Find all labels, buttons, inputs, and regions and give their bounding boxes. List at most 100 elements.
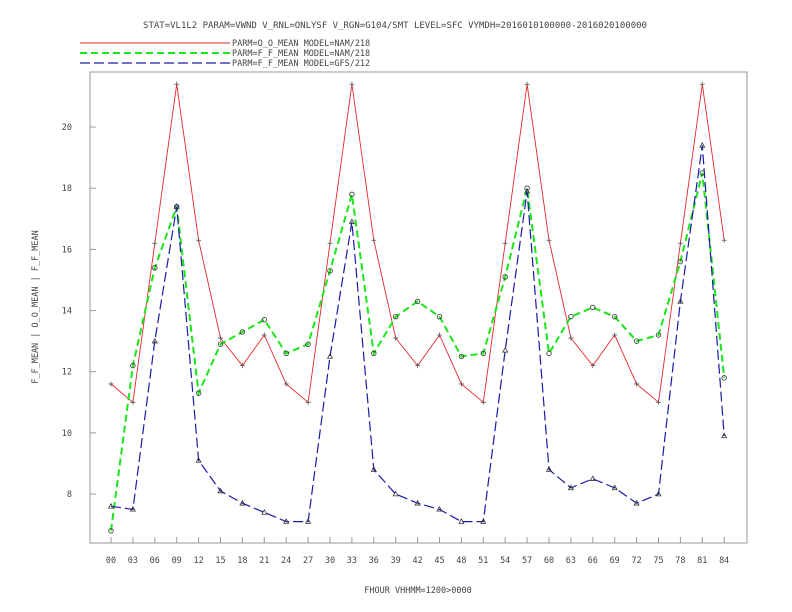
y-tick-label: 8 (67, 490, 72, 500)
series-line-fcst-nam (110, 172, 726, 531)
x-tick-label: 21 (259, 556, 269, 566)
chart-title: STAT=VL1L2 PARAM=VWND V_RNL=ONLYSF V_RGN… (143, 21, 647, 31)
data-point-obs-nam (458, 381, 464, 387)
x-tick-label: 39 (391, 556, 401, 566)
y-tick-label: 12 (62, 368, 72, 378)
data-point-fcst-nam (502, 274, 508, 280)
data-point-fcst-nam (677, 258, 684, 265)
data-point-obs-nam (218, 335, 223, 341)
x-tick-label: 75 (653, 556, 663, 566)
x-tick-label: 45 (434, 556, 444, 566)
x-tick-label: 15 (215, 556, 225, 566)
series-obs-nam (108, 81, 727, 405)
data-point-fcst-nam (524, 185, 530, 191)
x-tick-label: 24 (281, 556, 291, 566)
data-point-obs-nam (152, 240, 158, 246)
data-point-fcst-nam (371, 350, 377, 357)
series-line-fcst-gfs (110, 145, 725, 523)
data-point-fcst-nam (217, 341, 224, 347)
legend-label-fcst-gfs: PARM=F_F_MEAN MODEL=GFS/212 (232, 59, 370, 69)
data-point-obs-nam (371, 237, 377, 243)
x-tick-label: 36 (369, 556, 379, 566)
data-point-obs-nam (612, 332, 618, 338)
data-point-obs-nam (327, 240, 333, 246)
data-point-obs-nam (239, 363, 245, 369)
data-point-obs-nam (261, 332, 267, 338)
data-point-obs-nam (677, 240, 683, 246)
data-point-fcst-gfs (370, 466, 377, 472)
x-tick-label: 66 (588, 556, 598, 566)
data-point-obs-nam (546, 237, 552, 243)
y-axis-label: F_F_MEAN | O_O_MEAN | F_F_MEAN (31, 230, 41, 384)
x-tick-label: 33 (347, 556, 357, 566)
x-tick-label: 51 (478, 556, 488, 566)
x-tick-label: 60 (544, 556, 554, 566)
data-point-fcst-nam (261, 317, 267, 323)
data-point-fcst-gfs (699, 141, 706, 148)
data-point-fcst-nam (152, 265, 158, 271)
data-point-obs-nam (415, 363, 421, 369)
data-point-fcst-nam (393, 313, 399, 320)
data-point-obs-nam (656, 399, 661, 405)
y-tick-label: 10 (62, 429, 72, 439)
data-point-obs-nam (130, 399, 136, 405)
data-point-obs-nam (568, 335, 574, 341)
data-point-fcst-nam (612, 313, 618, 320)
x-tick-label: 78 (675, 556, 685, 566)
x-tick-label: 69 (610, 556, 620, 566)
data-point-fcst-gfs (611, 484, 618, 491)
data-point-obs-nam (590, 363, 596, 369)
x-tick-label: 27 (303, 556, 313, 566)
data-point-obs-nam (634, 381, 640, 387)
x-tick-label: 18 (237, 556, 247, 566)
x-tick-label: 63 (566, 556, 576, 566)
x-tick-label: 72 (631, 556, 641, 566)
data-point-obs-nam (699, 81, 705, 87)
x-tick-label: 54 (500, 556, 510, 566)
data-point-obs-nam (174, 81, 180, 87)
data-point-obs-nam (196, 237, 202, 243)
data-point-fcst-nam (305, 341, 311, 347)
data-point-fcst-gfs (567, 484, 574, 491)
x-tick-label: 42 (412, 556, 422, 566)
y-tick-label: 18 (62, 184, 72, 194)
data-point-fcst-nam (633, 338, 640, 344)
data-point-fcst-gfs (524, 187, 531, 194)
data-point-fcst-gfs (305, 518, 312, 524)
series-fcst-nam (108, 170, 727, 534)
legend-label-fcst-nam: PARM=F_F_MEAN MODEL=NAM/218 (232, 49, 370, 59)
data-point-obs-nam (480, 399, 486, 405)
x-tick-label: 12 (193, 556, 203, 566)
data-point-fcst-gfs (436, 505, 443, 512)
data-point-obs-nam (524, 81, 530, 87)
data-point-fcst-gfs (107, 502, 115, 509)
legend: PARM=O_O_MEAN MODEL=NAM/218 PARM=F_F_MEA… (80, 39, 370, 69)
legend-item-obs-nam: PARM=O_O_MEAN MODEL=NAM/218 (80, 39, 370, 49)
data-point-obs-nam (721, 237, 727, 243)
x-tick-label: 81 (697, 556, 707, 566)
data-point-fcst-nam (436, 313, 443, 320)
x-tick-label: 57 (522, 556, 532, 566)
series-line-obs-nam (110, 84, 725, 404)
data-point-fcst-gfs (392, 490, 399, 497)
series-fcst-gfs (107, 141, 728, 524)
data-point-fcst-nam (414, 298, 421, 305)
data-point-obs-nam (108, 381, 114, 387)
y-tick-label: 16 (62, 245, 72, 255)
data-point-fcst-gfs (217, 487, 224, 494)
data-point-fcst-nam (327, 268, 333, 274)
data-point-fcst-gfs (677, 297, 684, 304)
data-point-obs-nam (502, 240, 508, 246)
data-point-fcst-gfs (261, 508, 268, 515)
data-point-fcst-gfs (502, 346, 509, 353)
x-tick-label: 03 (128, 556, 138, 566)
data-point-fcst-nam (721, 375, 727, 381)
series-layer (107, 81, 728, 534)
y-axis: 8 10 12 14 16 18 20 (62, 123, 96, 500)
x-tick-label: 48 (456, 556, 466, 566)
data-point-fcst-nam (546, 350, 552, 357)
x-axis: 00 03 06 09 12 15 18 21 24 27 30 33 36 39 42 45 48 51 54 57… (106, 537, 729, 566)
legend-item-fcst-nam: PARM=F_F_MEAN MODEL=NAM/218 (80, 49, 370, 59)
x-tick-label: 30 (325, 556, 335, 566)
